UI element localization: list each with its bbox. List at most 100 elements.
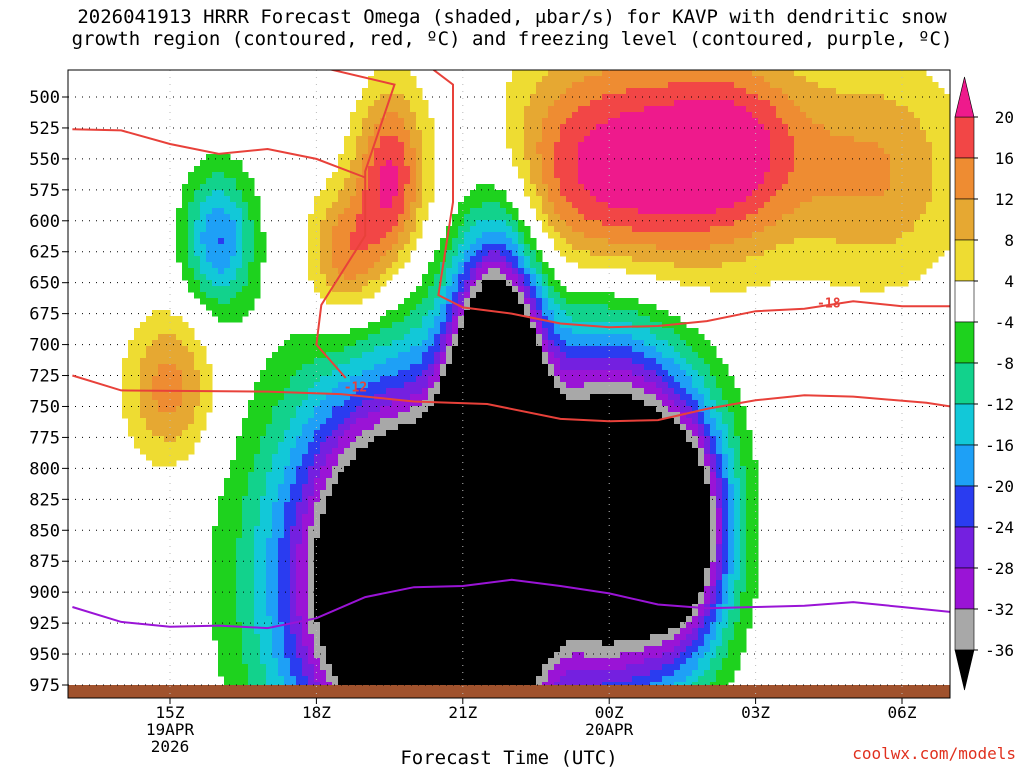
omega-cell <box>692 172 699 179</box>
omega-cell <box>884 280 891 287</box>
omega-cell <box>434 328 441 335</box>
omega-cell <box>650 376 657 383</box>
omega-cell <box>266 370 273 377</box>
omega-cell <box>428 310 435 317</box>
omega-cell <box>878 208 885 215</box>
omega-cell <box>518 358 525 365</box>
omega-cell <box>740 214 747 221</box>
omega-cell <box>602 238 609 245</box>
omega-cell <box>722 124 729 131</box>
omega-cell <box>644 352 651 359</box>
omega-cell <box>350 364 357 371</box>
omega-cell <box>842 106 849 113</box>
omega-cell <box>770 178 777 185</box>
omega-cell <box>596 166 603 173</box>
omega-cell <box>878 94 885 101</box>
omega-cell <box>482 376 489 383</box>
omega-cell <box>752 148 759 155</box>
omega-cell <box>200 178 207 185</box>
omega-cell <box>554 196 561 203</box>
omega-cell <box>890 76 897 83</box>
omega-cell <box>686 76 693 83</box>
omega-cell <box>746 190 753 197</box>
omega-cell <box>170 364 177 371</box>
omega-cell <box>452 364 459 371</box>
omega-cell <box>644 190 651 197</box>
omega-cell <box>854 160 861 167</box>
omega-cell <box>830 256 837 263</box>
omega-cell <box>908 184 915 191</box>
omega-cell <box>590 130 597 137</box>
omega-cell <box>884 136 891 143</box>
omega-cell <box>866 76 873 83</box>
omega-cell <box>722 100 729 107</box>
omega-cell <box>494 280 501 287</box>
omega-cell <box>878 268 885 275</box>
omega-cell <box>806 226 813 233</box>
omega-cell <box>644 94 651 101</box>
omega-cell <box>578 304 585 311</box>
omega-cell <box>368 232 375 239</box>
omega-cell <box>518 232 525 239</box>
omega-cell <box>488 340 495 347</box>
omega-cell <box>386 172 393 179</box>
omega-cell <box>866 214 873 221</box>
omega-cell <box>320 214 327 221</box>
omega-cell <box>836 130 843 137</box>
omega-cell <box>236 304 243 311</box>
omega-cell <box>722 82 729 89</box>
omega-cell <box>476 322 483 329</box>
omega-cell <box>752 274 759 281</box>
omega-cell <box>290 382 297 389</box>
omega-cell <box>398 346 405 353</box>
omega-cell <box>392 346 399 353</box>
omega-cell <box>524 82 531 89</box>
omega-cell <box>338 352 345 359</box>
omega-cell <box>656 178 663 185</box>
omega-cell <box>206 394 213 401</box>
omega-cell <box>368 88 375 95</box>
omega-cell <box>704 124 711 131</box>
omega-cell <box>872 262 879 269</box>
omega-cell <box>710 124 717 131</box>
omega-cell <box>164 400 171 407</box>
omega-cell <box>644 136 651 143</box>
omega-cell <box>392 268 399 275</box>
omega-cell <box>488 310 495 317</box>
omega-cell <box>746 244 753 251</box>
omega-cell <box>326 268 333 275</box>
omega-cell <box>668 208 675 215</box>
omega-cell <box>590 124 597 131</box>
omega-cell <box>374 190 381 197</box>
omega-cell <box>698 88 705 95</box>
omega-cell <box>878 70 885 77</box>
omega-cell <box>566 244 573 251</box>
omega-cell <box>764 112 771 119</box>
omega-cell <box>572 166 579 173</box>
omega-cell <box>308 352 315 359</box>
omega-cell <box>686 214 693 221</box>
omega-cell <box>704 76 711 83</box>
omega-cell <box>290 352 297 359</box>
omega-cell <box>710 196 717 203</box>
omega-cell <box>800 220 807 227</box>
omega-cell <box>248 238 255 245</box>
omega-cell <box>542 106 549 113</box>
omega-cell <box>914 148 921 155</box>
omega-cell <box>824 244 831 251</box>
omega-cell <box>674 226 681 233</box>
omega-cell <box>674 382 681 389</box>
omega-cell <box>386 220 393 227</box>
omega-cell <box>470 328 477 335</box>
omega-cell <box>578 352 585 359</box>
omega-cell <box>806 268 813 275</box>
omega-cell <box>308 274 315 281</box>
omega-cell <box>794 172 801 179</box>
omega-cell <box>356 394 363 401</box>
omega-cell <box>242 310 249 317</box>
omega-cell <box>590 118 597 125</box>
omega-cell <box>698 136 705 143</box>
omega-cell <box>542 70 549 77</box>
omega-cell <box>596 358 603 365</box>
omega-cell <box>758 220 765 227</box>
